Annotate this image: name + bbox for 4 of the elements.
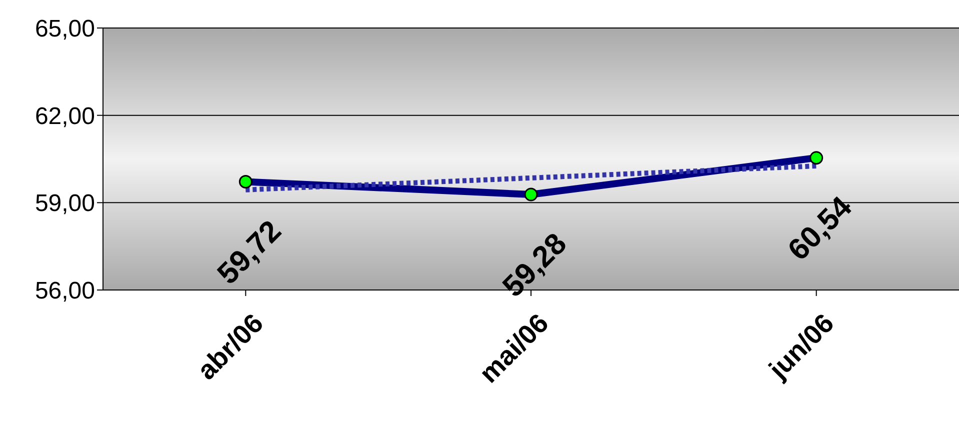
y-tick-label: 62,00 xyxy=(34,102,95,130)
y-tick-label: 59,00 xyxy=(34,190,95,218)
y-tick-label: 65,00 xyxy=(34,16,95,43)
y-tick-label: 56,00 xyxy=(34,278,95,305)
